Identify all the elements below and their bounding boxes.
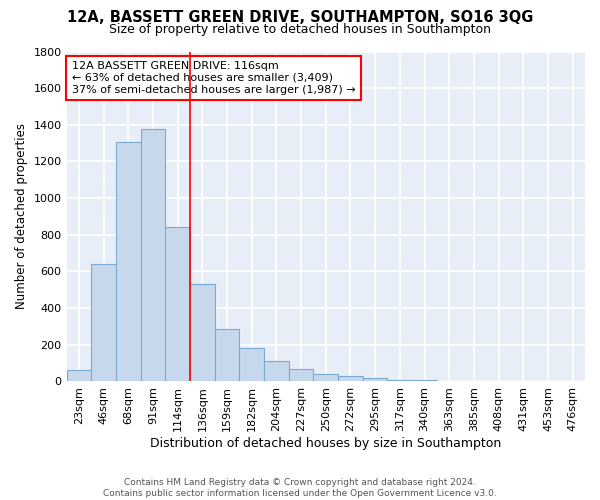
Bar <box>140 130 165 382</box>
Bar <box>412 380 437 382</box>
Bar <box>289 368 313 382</box>
Bar <box>67 370 91 382</box>
Bar <box>264 362 289 382</box>
Bar <box>338 376 363 382</box>
Text: 12A BASSETT GREEN DRIVE: 116sqm
← 63% of detached houses are smaller (3,409)
37%: 12A BASSETT GREEN DRIVE: 116sqm ← 63% of… <box>72 62 355 94</box>
Text: Contains HM Land Registry data © Crown copyright and database right 2024.
Contai: Contains HM Land Registry data © Crown c… <box>103 478 497 498</box>
Bar <box>239 348 264 382</box>
Bar <box>313 374 338 382</box>
Bar <box>363 378 388 382</box>
Bar <box>461 380 486 382</box>
Bar <box>215 329 239 382</box>
Bar <box>388 380 412 382</box>
Bar <box>165 226 190 382</box>
Bar <box>437 380 461 382</box>
Bar <box>91 264 116 382</box>
X-axis label: Distribution of detached houses by size in Southampton: Distribution of detached houses by size … <box>150 437 502 450</box>
Y-axis label: Number of detached properties: Number of detached properties <box>15 124 28 310</box>
Bar <box>190 284 215 382</box>
Text: Size of property relative to detached houses in Southampton: Size of property relative to detached ho… <box>109 22 491 36</box>
Bar <box>116 142 140 382</box>
Text: 12A, BASSETT GREEN DRIVE, SOUTHAMPTON, SO16 3QG: 12A, BASSETT GREEN DRIVE, SOUTHAMPTON, S… <box>67 10 533 25</box>
